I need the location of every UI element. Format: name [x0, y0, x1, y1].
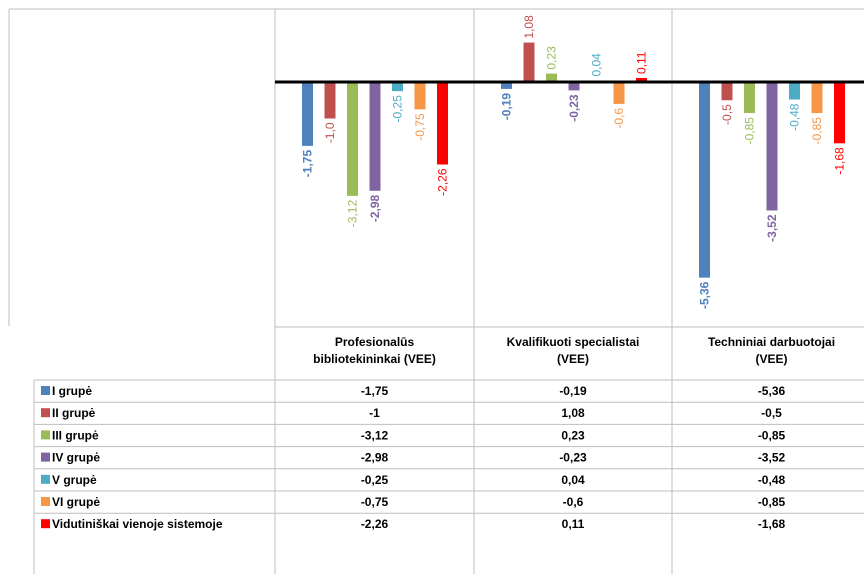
legend-label: V grupė	[52, 473, 97, 487]
table-cell: -1,68	[758, 517, 786, 531]
data-label: -3,12	[346, 200, 360, 228]
data-label: 0,04	[590, 53, 604, 77]
category-label: bibliotekininkai (VEE)	[313, 352, 436, 366]
table-cell: -0,25	[361, 473, 389, 487]
bar	[744, 82, 755, 114]
table-cell: -1	[369, 406, 380, 420]
table-cell: -3,12	[361, 428, 389, 442]
data-label: -2,26	[436, 168, 450, 196]
legend-label: III grupė	[52, 428, 99, 442]
legend-label: I grupė	[52, 384, 92, 398]
bar	[302, 82, 313, 146]
table-cell: 0,04	[561, 473, 585, 487]
legend-swatch	[41, 452, 50, 462]
bar	[811, 82, 823, 114]
table-cell: 0,23	[561, 428, 585, 442]
category-label: Kvalifikuoti specialistai	[507, 335, 640, 349]
legend-swatch	[41, 519, 50, 529]
bar	[392, 82, 403, 92]
table-cell: -0,5	[761, 406, 782, 420]
table-cell: -0,75	[361, 495, 389, 509]
legend-swatch	[41, 408, 50, 418]
data-label: -0,85	[743, 117, 757, 145]
bar	[568, 82, 580, 91]
bar	[501, 82, 512, 89]
data-label: 0,23	[545, 46, 559, 70]
bar	[834, 82, 845, 144]
bar	[369, 82, 381, 191]
data-label: -0,25	[391, 95, 405, 123]
data-label: -0,48	[788, 103, 802, 131]
bar	[523, 42, 535, 82]
bar	[636, 77, 647, 82]
bar	[546, 73, 557, 82]
table-cell: -0,6	[563, 495, 584, 509]
legend-swatch	[41, 474, 50, 484]
legend-label: IV grupė	[52, 451, 100, 465]
legend-label: Vidutiniškai vienoje sistemoje	[52, 517, 223, 531]
category-label: Profesionalūs	[335, 335, 415, 349]
bar	[414, 82, 426, 110]
bar	[324, 82, 336, 119]
table-cell: -2,98	[361, 451, 389, 465]
legend-swatch	[41, 497, 50, 506]
data-label: -0,85	[810, 117, 824, 145]
legend-label: II grupė	[52, 406, 96, 420]
data-label: -0,23	[567, 94, 581, 122]
data-label: -1,68	[833, 147, 847, 175]
table-cell: -0,48	[758, 473, 786, 487]
bar	[437, 82, 448, 165]
category-label: (VEE)	[755, 352, 787, 366]
table-cell: -3,52	[758, 451, 786, 465]
table-cell: -2,26	[361, 517, 389, 531]
table-cell: -0,23	[559, 451, 587, 465]
bar	[766, 82, 778, 211]
bar	[347, 82, 358, 196]
data-label: -2,98	[368, 194, 382, 222]
data-label: 1,08	[522, 15, 536, 39]
category-label: (VEE)	[557, 352, 589, 366]
table-cell: -5,36	[758, 384, 786, 398]
table-cell: 1,08	[561, 406, 585, 420]
data-label: 0,11	[635, 51, 649, 74]
table-cell: 0,11	[562, 517, 585, 531]
bar	[721, 82, 733, 101]
data-label: -0,19	[500, 93, 514, 121]
legend-label: VI grupė	[52, 495, 100, 509]
bar	[789, 82, 800, 100]
data-label: -5,36	[698, 281, 712, 309]
data-label: -3,52	[765, 214, 779, 242]
data-label: -1,0	[323, 122, 337, 143]
data-label: -0,6	[612, 108, 626, 129]
table-cell: -0,85	[758, 495, 786, 509]
bar	[613, 82, 625, 104]
legend-swatch	[41, 430, 50, 440]
table-cell: -0,85	[758, 428, 786, 442]
category-label: Techniniai darbuotojai	[708, 335, 835, 349]
data-label: -1,75	[301, 150, 315, 178]
data-label: -0,75	[413, 113, 427, 141]
table-cell: -0,19	[559, 384, 587, 398]
data-label: -0,5	[720, 104, 734, 125]
bar	[699, 82, 710, 278]
legend-swatch	[41, 386, 50, 395]
table-cell: -1,75	[361, 384, 389, 398]
